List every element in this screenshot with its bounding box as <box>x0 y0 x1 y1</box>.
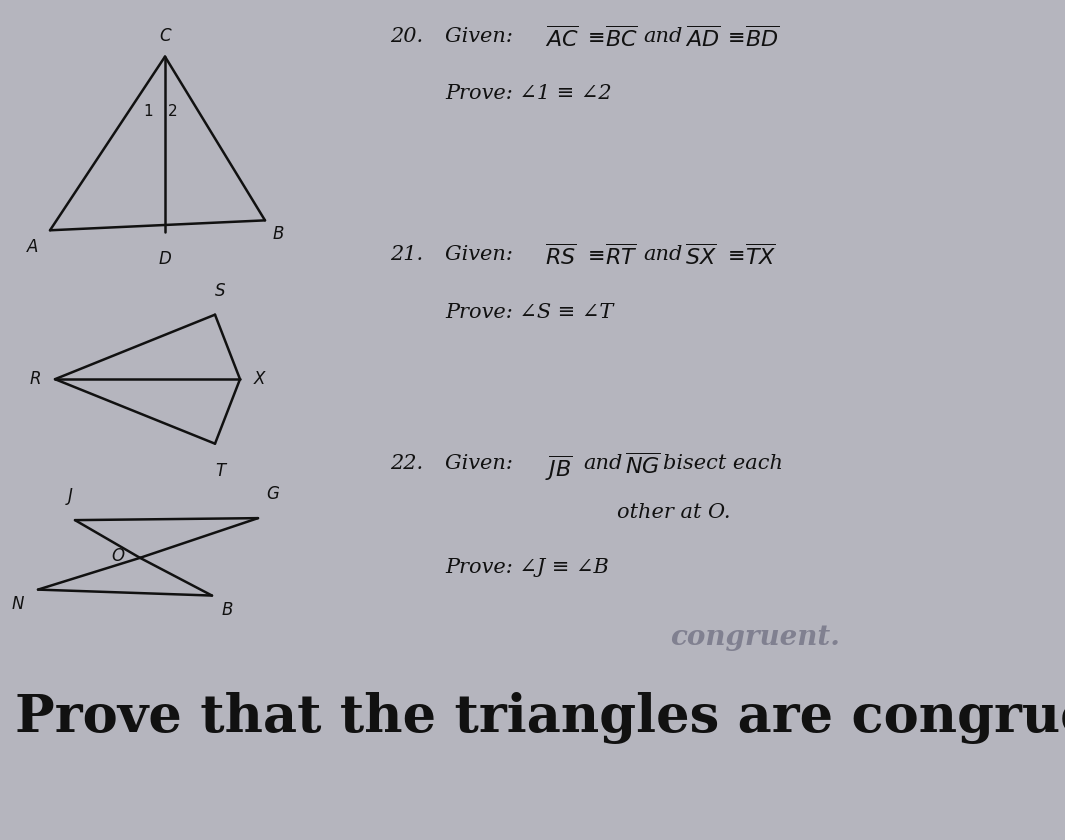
Text: $\overline{AC}$: $\overline{AC}$ <box>545 27 579 52</box>
Text: 2: 2 <box>168 103 178 118</box>
Text: J: J <box>67 487 72 505</box>
Text: $\equiv$: $\equiv$ <box>583 27 604 46</box>
Text: O: O <box>111 547 124 564</box>
Text: $\overline{AD}$: $\overline{AD}$ <box>685 27 721 52</box>
Text: Prove: ∠1 ≡ ∠2: Prove: ∠1 ≡ ∠2 <box>445 84 611 103</box>
Text: other at O.: other at O. <box>617 503 731 522</box>
Text: $\overline{TX}$: $\overline{TX}$ <box>746 245 776 270</box>
Text: and: and <box>643 245 683 264</box>
Text: congruent.: congruent. <box>670 624 840 651</box>
Text: A: A <box>27 239 38 256</box>
Text: Given:: Given: <box>445 454 520 473</box>
Text: $\equiv$: $\equiv$ <box>723 27 744 46</box>
Text: $\overline{RS}$: $\overline{RS}$ <box>545 245 576 270</box>
Text: Prove that the triangles are congruent.: Prove that the triangles are congruent. <box>15 691 1065 743</box>
Text: 22.: 22. <box>390 454 423 473</box>
Text: R: R <box>30 370 40 388</box>
Text: D: D <box>159 250 171 268</box>
Text: 1: 1 <box>143 103 152 118</box>
Text: $\equiv$: $\equiv$ <box>583 245 604 264</box>
Text: Prove: ∠J ≡ ∠B: Prove: ∠J ≡ ∠B <box>445 558 609 577</box>
Text: 20.: 20. <box>390 27 423 46</box>
Text: and: and <box>583 454 622 473</box>
Text: Given:: Given: <box>445 27 520 46</box>
Text: X: X <box>253 370 265 388</box>
Text: C: C <box>159 27 170 45</box>
Text: $\equiv$: $\equiv$ <box>723 245 744 264</box>
Text: B: B <box>222 601 233 618</box>
Text: and: and <box>643 27 683 46</box>
Text: 21.: 21. <box>390 245 423 264</box>
Text: $\overline{JB}$: $\overline{JB}$ <box>545 454 573 483</box>
Text: $\overline{BC}$: $\overline{BC}$ <box>605 27 638 52</box>
Text: $\overline{SX}$: $\overline{SX}$ <box>685 245 717 270</box>
Text: N: N <box>12 595 24 612</box>
Text: B: B <box>273 225 284 244</box>
Text: G: G <box>266 486 279 503</box>
Text: Prove: ∠S ≡ ∠T: Prove: ∠S ≡ ∠T <box>445 302 613 322</box>
Text: S: S <box>215 281 226 300</box>
Text: $\overline{NG}$: $\overline{NG}$ <box>625 454 661 479</box>
Text: bisect each: bisect each <box>663 454 783 473</box>
Text: $\overline{RT}$: $\overline{RT}$ <box>605 245 638 270</box>
Text: T: T <box>215 461 225 480</box>
Text: $\overline{BD}$: $\overline{BD}$ <box>746 27 780 52</box>
Text: Given:: Given: <box>445 245 520 264</box>
